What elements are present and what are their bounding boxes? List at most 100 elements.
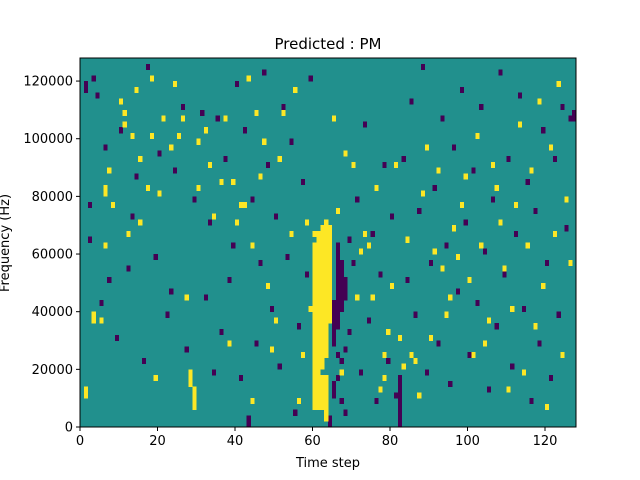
heatmap-cell-low — [343, 282, 348, 289]
heatmap-cell-low — [204, 294, 209, 301]
heatmap-cell-high — [188, 375, 193, 382]
heatmap-cell-high — [517, 121, 523, 128]
heatmap-cell-high — [324, 380, 329, 387]
heatmap-cell-high — [320, 277, 325, 284]
heatmap-cell-high — [184, 294, 189, 301]
heatmap-cell-low — [99, 300, 104, 307]
heatmap-cell-low — [331, 340, 337, 347]
heatmap-cell-high — [479, 242, 484, 249]
heatmap-cell-high — [490, 161, 495, 168]
heatmap-cell-high — [328, 277, 333, 284]
x-tick-label: 20 — [149, 434, 166, 449]
heatmap-cell-high — [320, 248, 325, 255]
heatmap-cell-high — [312, 282, 317, 289]
heatmap-cell-high — [324, 328, 329, 336]
heatmap-cell-low — [463, 219, 468, 226]
heatmap-cell-low — [455, 288, 461, 295]
heatmap-cell-high — [192, 392, 197, 399]
heatmap-cell-low — [331, 328, 337, 336]
heatmap-cell-low — [207, 219, 213, 226]
heatmap-cell-low — [219, 328, 224, 336]
heatmap-cell-high — [153, 375, 158, 382]
heatmap-cell-high — [328, 311, 333, 318]
heatmap-cell-high — [281, 109, 286, 116]
heatmap-cell-high — [320, 357, 325, 364]
heatmap-cell-high — [316, 242, 321, 249]
heatmap-cell-high — [494, 184, 499, 191]
heatmap-cell-low — [366, 317, 371, 324]
heatmap-cell-low — [126, 265, 131, 272]
heatmap-cell-high — [320, 254, 325, 261]
heatmap-cell-high — [339, 369, 344, 376]
heatmap-cell-high — [537, 98, 542, 105]
heatmap-cell-low — [335, 375, 340, 382]
heatmap-cell-high — [316, 340, 321, 347]
heatmap-cell-low — [378, 271, 383, 278]
heatmap-cell-high — [324, 271, 329, 278]
heatmap-cell-low — [107, 277, 112, 284]
heatmap-cell-high — [223, 115, 228, 122]
heatmap-cell-low — [374, 398, 379, 405]
heatmap-cell-low — [479, 104, 484, 111]
heatmap-cell-low — [165, 311, 170, 318]
heatmap-cell-high — [324, 259, 329, 266]
heatmap-cell-high — [548, 144, 554, 151]
heatmap-cell-low — [192, 196, 197, 203]
heatmap-cell-high — [83, 386, 89, 393]
heatmap-cell-high — [328, 282, 333, 289]
heatmap-cell-low — [448, 380, 453, 387]
heatmap-cell-high — [324, 277, 329, 284]
heatmap-cell-low — [390, 213, 395, 220]
heatmap-cell-low — [200, 109, 205, 116]
heatmap-cell-low — [339, 277, 344, 284]
heatmap-cell-low — [486, 386, 492, 393]
heatmap-cell-high — [316, 398, 321, 405]
heatmap-cell-low — [103, 144, 108, 151]
heatmap-cell-low — [331, 317, 337, 324]
heatmap-cell-low — [432, 184, 437, 191]
heatmap-cell-high — [149, 75, 154, 82]
heatmap-cell-high — [378, 386, 383, 393]
heatmap-cell-high — [91, 317, 96, 324]
heatmap-cell-high — [331, 115, 337, 122]
heatmap-cell-high — [560, 352, 565, 359]
heatmap-cell-low — [184, 346, 189, 353]
heatmap-cell-high — [316, 346, 321, 353]
heatmap-cell-low — [281, 104, 286, 111]
heatmap-cell-high — [316, 328, 321, 336]
heatmap-cell-high — [324, 334, 329, 341]
heatmap-cell-high — [324, 305, 329, 312]
heatmap-cell-low — [87, 236, 92, 243]
heatmap-cell-high — [312, 340, 317, 347]
heatmap-cell-low — [386, 357, 391, 364]
heatmap-cell-low — [335, 282, 340, 289]
heatmap-cell-high — [529, 167, 534, 174]
heatmap-cell-low — [335, 323, 340, 330]
heatmap-cell-high — [428, 334, 433, 341]
heatmap-cell-high — [328, 265, 333, 272]
heatmap-cell-high — [320, 242, 325, 249]
heatmap-cell-high — [312, 294, 317, 301]
heatmap-cell-low — [293, 409, 298, 416]
heatmap-cell-high — [320, 288, 325, 295]
heatmap-cell-high — [335, 207, 340, 214]
heatmap-cell-high — [324, 225, 329, 232]
heatmap-cell-high — [320, 311, 325, 318]
heatmap-cell-high — [328, 317, 333, 324]
heatmap-cell-high — [312, 300, 317, 307]
heatmap-cell-high — [324, 386, 329, 393]
heatmap-cell-high — [273, 317, 278, 324]
heatmap-cell-low — [246, 421, 251, 428]
heatmap-cell-low — [424, 369, 430, 376]
heatmap-cell-high — [475, 132, 480, 140]
heatmap-cell-high — [324, 415, 329, 422]
heatmap-cell-high — [324, 346, 329, 353]
heatmap-cell-low — [521, 305, 526, 312]
heatmap-cell-low — [339, 300, 344, 307]
heatmap-cell-low — [459, 86, 464, 93]
heatmap-cell-high — [328, 230, 333, 238]
heatmap-cell-high — [521, 369, 526, 376]
heatmap-cell-high — [324, 300, 329, 307]
heatmap-cell-high — [440, 265, 445, 272]
